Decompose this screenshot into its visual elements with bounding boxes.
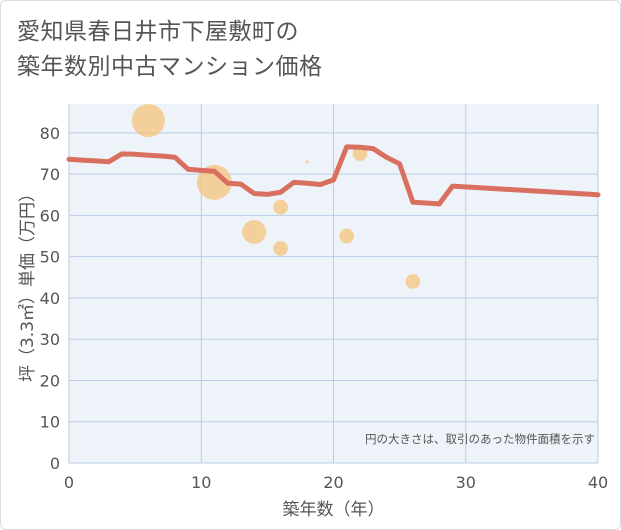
y-tick-label: 60 (40, 206, 60, 225)
average-price-line (66, 144, 601, 207)
x-tick-label: 20 (323, 473, 343, 492)
bubble-layer (131, 103, 421, 289)
y-tick-label: 40 (40, 289, 60, 308)
data-bubble (273, 199, 288, 215)
chart-title-line2: 築年数別中古マンション価格 (17, 54, 323, 80)
x-tick-label: 30 (456, 473, 476, 492)
x-tick-label: 40 (588, 473, 608, 492)
data-bubble (339, 228, 355, 244)
chart-title: 愛知県春日井市下屋敷町の 築年数別中古マンション価格 (17, 15, 323, 85)
x-tick-label: 0 (64, 473, 74, 492)
data-bubble (305, 160, 309, 164)
chart-title-line1: 愛知県春日井市下屋敷町の (17, 19, 299, 45)
y-tick-label: 30 (40, 330, 60, 349)
x-tick-label: 10 (191, 473, 211, 492)
y-tick-label: 20 (40, 371, 60, 390)
data-bubble (131, 103, 165, 138)
grid-lines (68, 104, 599, 464)
y-tick-label: 50 (40, 248, 60, 267)
y-tick-label: 0 (50, 454, 60, 473)
y-tick-label: 70 (40, 165, 60, 184)
bubble-size-note: 円の大きさは、取引のあった物件面積を示す (365, 432, 595, 446)
data-bubble (196, 164, 232, 200)
tick-labels: 0 10 20 30 40 50 60 70 80 0 10 20 30 40 (40, 124, 609, 492)
y-tick-label: 10 (40, 413, 60, 432)
data-bubble (405, 274, 421, 289)
data-bubble (242, 219, 267, 244)
y-axis-title: 坪（3.3㎡）単価（万円） (18, 185, 38, 382)
data-bubble (273, 241, 288, 256)
y-tick-label: 80 (40, 124, 60, 143)
series-layer (66, 144, 601, 207)
x-axis-title: 築年数（年） (283, 500, 385, 520)
